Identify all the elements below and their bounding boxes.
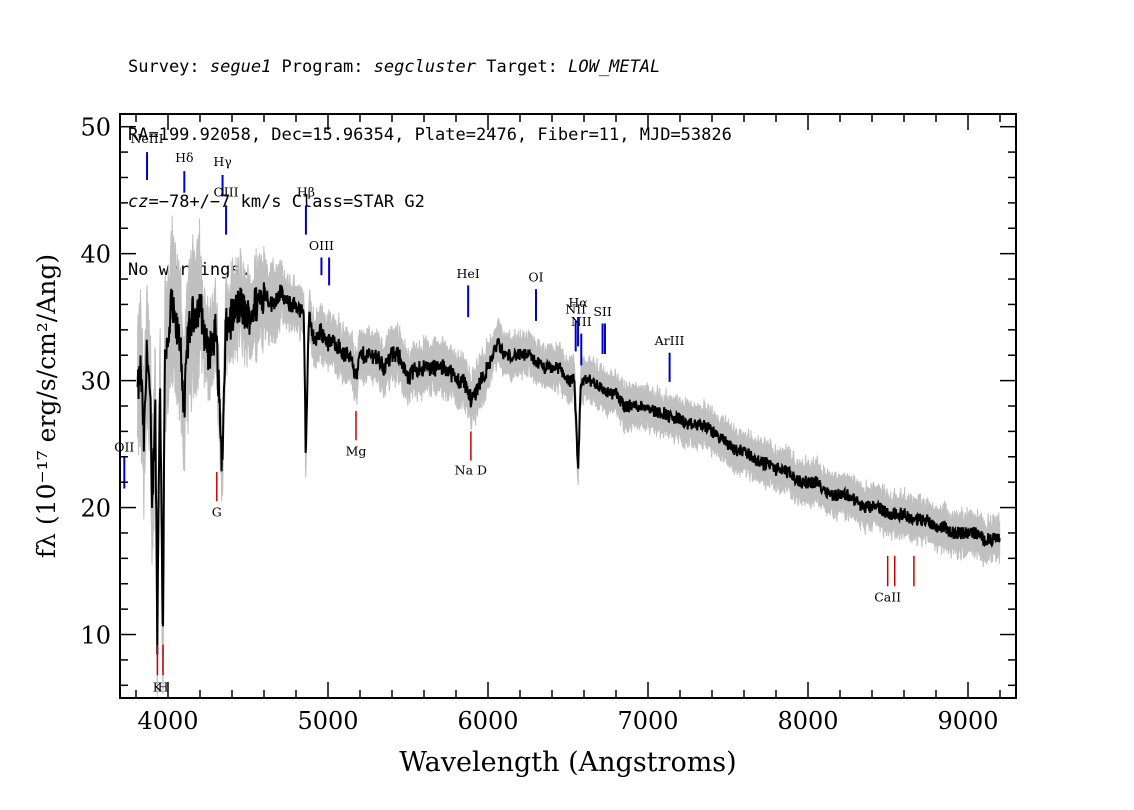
- error-band: [137, 215, 1001, 699]
- absorption-line-label: H: [158, 680, 169, 695]
- emission-line-label: Hδ: [175, 150, 193, 165]
- y-tick-label: 30: [80, 368, 111, 396]
- cz-value: =−78+/−7 km/s Class=STAR G2: [148, 192, 425, 212]
- y-tick-label: 50: [80, 114, 111, 142]
- header-line-warnings: No warnings.: [128, 259, 251, 280]
- x-tick-label: 8000: [777, 707, 838, 735]
- absorption-line-label: K: [153, 680, 163, 695]
- emission-line-label: OIII: [214, 185, 239, 200]
- survey-value: segue1: [209, 57, 272, 77]
- emission-line-label: NII: [571, 314, 592, 329]
- survey-label: Survey:: [128, 57, 210, 77]
- axis-ticks-layer: 4000 5000 6000 7000 8000 9000 10 20 30 40 50: [80, 114, 1016, 735]
- header-line-survey: Survey: segue1 Program: segcluster Targe…: [128, 56, 732, 79]
- emission-line-label: ArIII: [654, 333, 685, 348]
- absorption-line-label: Mg: [346, 444, 367, 459]
- emission-line-label: OII: [114, 440, 134, 455]
- x-tick-label: 4000: [137, 707, 198, 735]
- x-axis-label: Wavelength (Angstroms): [399, 747, 736, 778]
- program-label: Program:: [271, 57, 374, 77]
- y-tick-label: 40: [80, 241, 111, 269]
- emission-line-label: Hβ: [297, 185, 315, 200]
- y-tick-label: 20: [80, 495, 111, 523]
- emission-line-label: NII: [565, 301, 586, 316]
- y-axis-label: fλ (10⁻¹⁷ erg/s/cm²/Ang): [32, 254, 61, 558]
- target-value: LOW_METAL: [568, 57, 661, 77]
- emission-line-label: OIII: [309, 238, 334, 253]
- spectrum-header: Survey: segue1 Program: segcluster Targe…: [128, 11, 732, 304]
- x-tick-label: 9000: [937, 707, 998, 735]
- emission-line-label: NeIII: [130, 131, 163, 146]
- program-value: segcluster: [373, 57, 477, 77]
- emission-line-label: Hγ: [213, 154, 231, 169]
- emission-line-label: SII: [593, 304, 612, 319]
- flux-line-layer: [136, 282, 1001, 655]
- x-tick-label: 7000: [617, 707, 678, 735]
- header-line-redshift: cz=−78+/−7 km/s Class=STAR G2: [128, 191, 732, 214]
- absorption-line-label: G: [212, 504, 222, 519]
- emission-line-label: Hα: [568, 295, 588, 310]
- flux-series-line: [136, 282, 1001, 655]
- emission-line-label: HeI: [457, 266, 480, 281]
- header-line-coordinates: RA=199.92058, Dec=15.96354, Plate=2476, …: [128, 124, 732, 145]
- emission-line-label: OI: [528, 270, 543, 285]
- error-band-layer: [137, 215, 1001, 699]
- absorption-line-label: Na D: [455, 463, 487, 478]
- plot-frame: [119, 113, 1017, 699]
- y-tick-label: 10: [80, 622, 111, 650]
- absorption-line-label: CaII: [874, 590, 901, 605]
- x-tick-label: 5000: [297, 707, 358, 735]
- x-tick-label: 6000: [457, 707, 518, 735]
- target-label: Target:: [476, 57, 569, 77]
- cz-label: cz: [128, 192, 149, 212]
